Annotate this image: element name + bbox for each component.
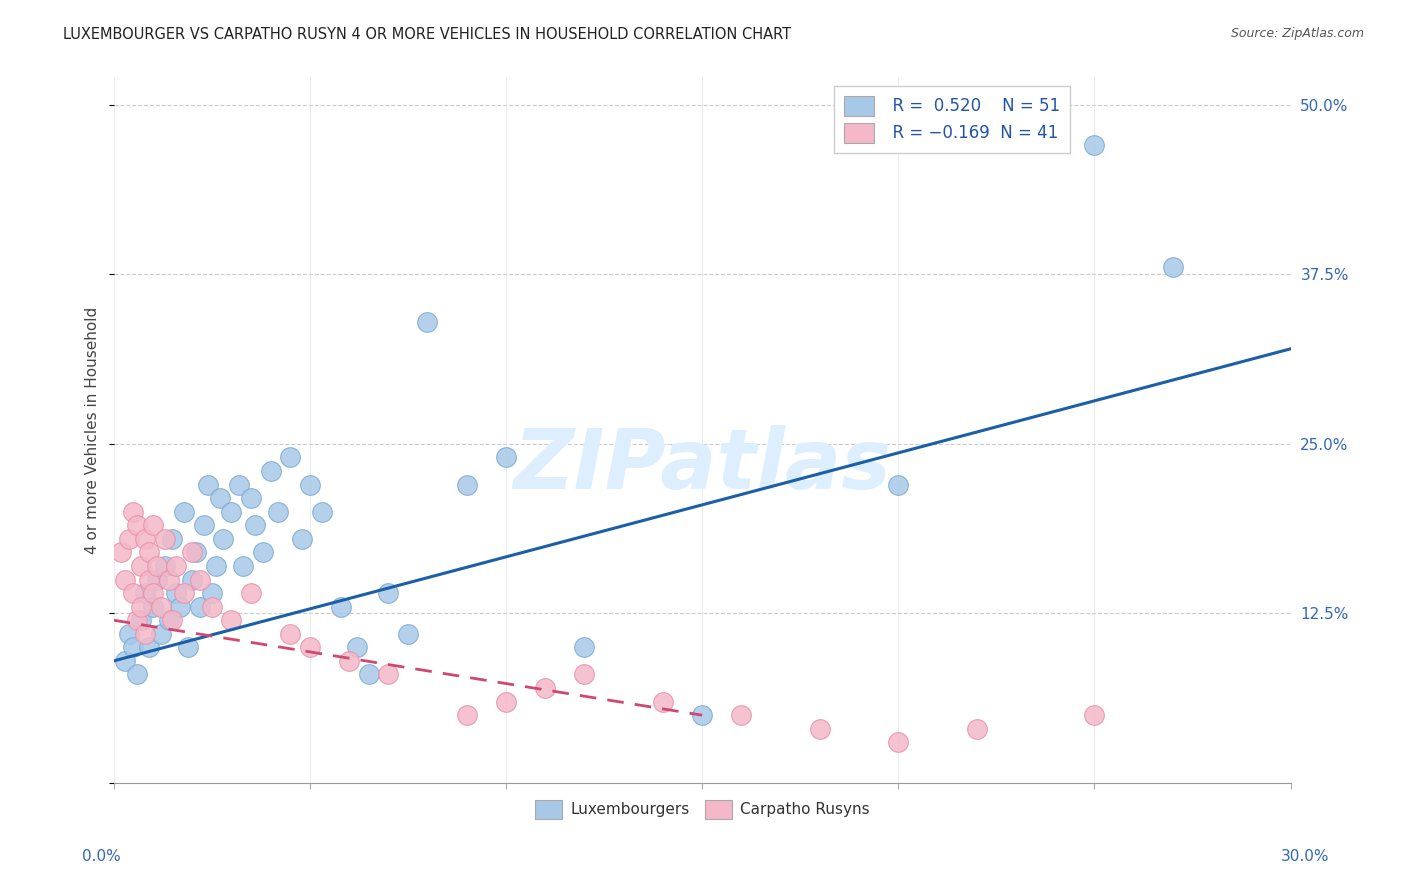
Point — [311, 505, 333, 519]
Point — [157, 613, 180, 627]
Point — [153, 558, 176, 573]
Text: Source: ZipAtlas.com: Source: ZipAtlas.com — [1230, 27, 1364, 40]
Point — [1083, 708, 1105, 723]
Point — [1083, 138, 1105, 153]
Point — [377, 586, 399, 600]
Point — [346, 640, 368, 655]
Point — [651, 695, 673, 709]
Point — [252, 545, 274, 559]
Point — [184, 545, 207, 559]
Point — [193, 518, 215, 533]
Point — [127, 667, 149, 681]
Point — [574, 667, 596, 681]
Point — [291, 532, 314, 546]
Point — [243, 518, 266, 533]
Point — [165, 586, 187, 600]
Point — [173, 586, 195, 600]
Point — [456, 477, 478, 491]
Point — [188, 573, 211, 587]
Point — [177, 640, 200, 655]
Point — [228, 477, 250, 491]
Point — [357, 667, 380, 681]
Point — [110, 545, 132, 559]
Point — [221, 613, 243, 627]
Point — [129, 558, 152, 573]
Point — [165, 558, 187, 573]
Y-axis label: 4 or more Vehicles in Household: 4 or more Vehicles in Household — [86, 307, 100, 554]
Point — [149, 627, 172, 641]
Point — [221, 505, 243, 519]
Point — [377, 667, 399, 681]
Point — [118, 627, 141, 641]
Point — [122, 586, 145, 600]
Point — [129, 599, 152, 614]
Point — [127, 613, 149, 627]
Point — [122, 640, 145, 655]
Point — [114, 654, 136, 668]
Point — [808, 722, 831, 736]
Point — [887, 735, 910, 749]
Point — [416, 315, 439, 329]
Point — [134, 586, 156, 600]
Point — [278, 627, 301, 641]
Point — [212, 532, 235, 546]
Point — [157, 573, 180, 587]
Point — [142, 599, 165, 614]
Point — [201, 586, 224, 600]
Point — [142, 586, 165, 600]
Point — [259, 464, 281, 478]
Text: ZIPatlas: ZIPatlas — [513, 425, 891, 506]
Point — [495, 695, 517, 709]
Text: 30.0%: 30.0% — [1281, 849, 1329, 864]
Point — [495, 450, 517, 465]
Point — [127, 518, 149, 533]
Legend: Luxembourgers, Carpatho Rusyns: Luxembourgers, Carpatho Rusyns — [529, 794, 876, 825]
Point — [162, 613, 184, 627]
Text: 0.0%: 0.0% — [82, 849, 121, 864]
Point — [574, 640, 596, 655]
Point — [690, 708, 713, 723]
Point — [456, 708, 478, 723]
Point — [138, 573, 160, 587]
Point — [208, 491, 231, 505]
Point — [239, 491, 262, 505]
Point — [122, 505, 145, 519]
Point — [966, 722, 988, 736]
Point — [201, 599, 224, 614]
Point — [298, 477, 321, 491]
Point — [114, 573, 136, 587]
Point — [239, 586, 262, 600]
Point — [337, 654, 360, 668]
Point — [129, 613, 152, 627]
Point — [267, 505, 290, 519]
Point — [730, 708, 752, 723]
Point — [534, 681, 557, 695]
Point — [396, 627, 419, 641]
Point — [204, 558, 226, 573]
Point — [330, 599, 353, 614]
Point — [173, 505, 195, 519]
Point — [142, 518, 165, 533]
Point — [188, 599, 211, 614]
Point — [138, 545, 160, 559]
Point — [181, 573, 204, 587]
Point — [162, 532, 184, 546]
Point — [153, 532, 176, 546]
Text: LUXEMBOURGER VS CARPATHO RUSYN 4 OR MORE VEHICLES IN HOUSEHOLD CORRELATION CHART: LUXEMBOURGER VS CARPATHO RUSYN 4 OR MORE… — [63, 27, 792, 42]
Point — [138, 640, 160, 655]
Point — [146, 558, 169, 573]
Point — [181, 545, 204, 559]
Point — [1161, 260, 1184, 275]
Point — [232, 558, 254, 573]
Point — [146, 573, 169, 587]
Point — [134, 532, 156, 546]
Point — [197, 477, 219, 491]
Point — [134, 627, 156, 641]
Point — [298, 640, 321, 655]
Point — [278, 450, 301, 465]
Point — [887, 477, 910, 491]
Point — [118, 532, 141, 546]
Point — [149, 599, 172, 614]
Point — [169, 599, 191, 614]
